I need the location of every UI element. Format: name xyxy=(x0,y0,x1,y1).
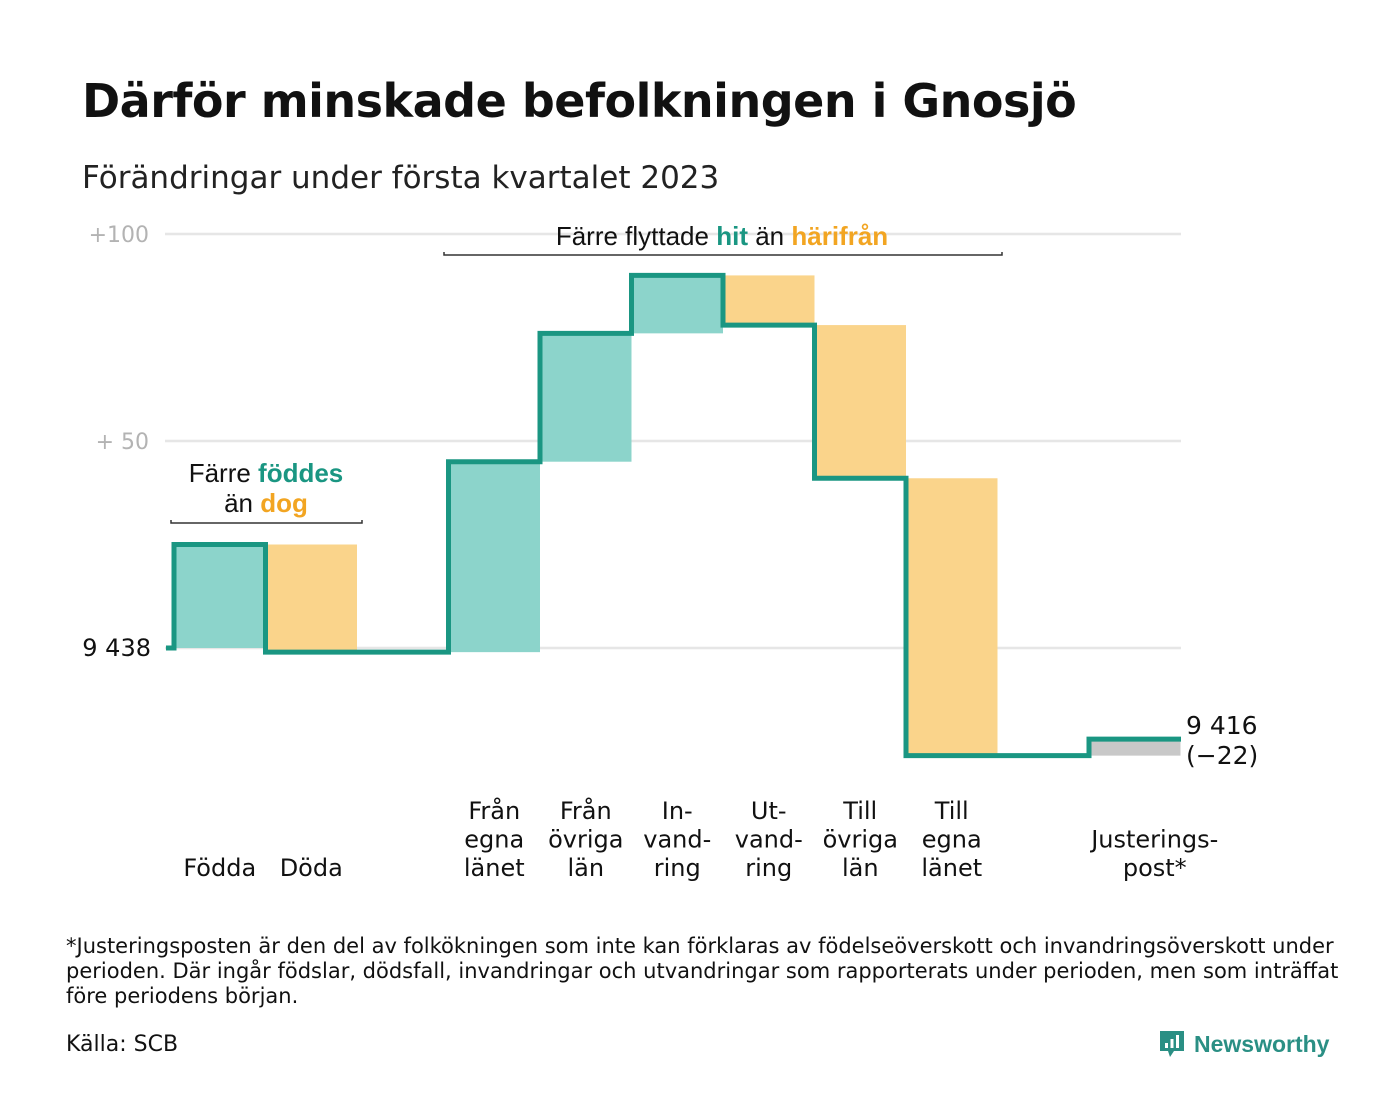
start-value-label: 9 438 xyxy=(82,634,151,662)
x-label-fran_egna_lanet: egna xyxy=(464,826,524,854)
x-label-till_ovriga_lan: Till xyxy=(842,797,877,825)
bars xyxy=(174,275,1181,756)
x-label-doda: Döda xyxy=(280,854,343,882)
annotation-bracket xyxy=(443,252,1003,256)
y-axis-ticks: +100 + 50 xyxy=(89,223,149,455)
x-label-fran_egna_lanet: länet xyxy=(464,854,525,882)
x-label-utvandring: ring xyxy=(745,854,792,882)
annotation-text-part: härifrån xyxy=(791,221,888,251)
chart-title: Därför minskade befolkningen i Gnosjö xyxy=(82,74,1077,128)
x-label-justeringspost: Justerings- xyxy=(1089,826,1218,854)
brand-name: Newsworthy xyxy=(1194,1030,1330,1057)
brand: Newsworthy xyxy=(1158,1026,1329,1062)
x-axis-labels: Födda DödaFrånegnalänetFrånövrigalänIn-va… xyxy=(183,796,1218,882)
annotation-text-part: än xyxy=(224,488,260,518)
annotation-text-part: hit xyxy=(716,221,748,251)
newsworthy-logo-icon xyxy=(1160,1031,1184,1057)
x-label-till_ovriga_lan: övriga xyxy=(823,826,898,854)
x-label-fran_ovriga_lan: övriga xyxy=(548,826,623,854)
x-label-till_egna_lanet: länet xyxy=(921,854,982,882)
annotation-text-part: dog xyxy=(260,488,308,518)
annotation-text-part: föddes xyxy=(258,458,343,488)
annotation-text-part: än xyxy=(748,221,791,251)
x-label-till_egna_lanet: Till xyxy=(934,797,969,825)
x-label-justeringspost: post* xyxy=(1123,854,1187,882)
x-label-fran_ovriga_lan: Från xyxy=(560,796,612,825)
x-label-till_egna_lanet: egna xyxy=(922,826,982,854)
x-label-invandring: In- xyxy=(662,797,693,825)
source-note: Källa: SCB xyxy=(66,1032,179,1057)
end-value-label: 9 416 xyxy=(1186,711,1258,740)
cumulative-step-line xyxy=(166,272,1181,759)
bar-justeringspost xyxy=(1089,739,1181,756)
annotation-births-line2: än dog xyxy=(224,488,308,518)
y-tick-label: +100 xyxy=(89,223,149,248)
annotation-births-line1: Färre föddes xyxy=(189,458,344,488)
x-label-till_ovriga_lan: län xyxy=(842,854,879,882)
x-label-invandring: vand- xyxy=(643,826,711,854)
x-label-fran_egna_lanet: Från xyxy=(468,796,520,825)
bar-invandring xyxy=(631,275,723,334)
x-label-fodda: Födda xyxy=(183,854,256,882)
annotation-bracket xyxy=(170,520,363,524)
x-label-utvandring: Ut- xyxy=(751,797,787,825)
bar-till_egna_lanet xyxy=(906,478,998,756)
x-label-invandring: ring xyxy=(654,854,701,882)
x-label-fran_ovriga_lan: län xyxy=(567,854,604,882)
annotation-migration: Färre flyttade hit än härifrån xyxy=(556,221,888,251)
bar-utvandring xyxy=(723,275,815,326)
annotation-text-part: Färre flyttade xyxy=(556,221,716,251)
bar-fodda xyxy=(174,544,266,648)
waterfall-chart: +100 + 50 9 438 9 416(−22) Färre föddesän … xyxy=(82,221,1258,882)
footnote: *Justeringsposten är den del av folkökni… xyxy=(66,934,1339,1008)
chart-subtitle: Förändringar under första kvartalet 2023 xyxy=(82,160,720,196)
bar-till_ovriga_lan xyxy=(814,325,906,479)
end-change-label: (−22) xyxy=(1186,741,1258,770)
x-label-utvandring: vand- xyxy=(735,826,803,854)
bar-fran_ovriga_lan xyxy=(540,333,632,462)
bar-doda xyxy=(265,544,357,653)
annotation-text-part: Färre xyxy=(189,458,258,488)
bar-fran_egna_lanet xyxy=(448,461,540,653)
value-labels: 9 438 9 416(−22) xyxy=(82,634,1258,770)
y-tick-label: + 50 xyxy=(96,430,149,455)
